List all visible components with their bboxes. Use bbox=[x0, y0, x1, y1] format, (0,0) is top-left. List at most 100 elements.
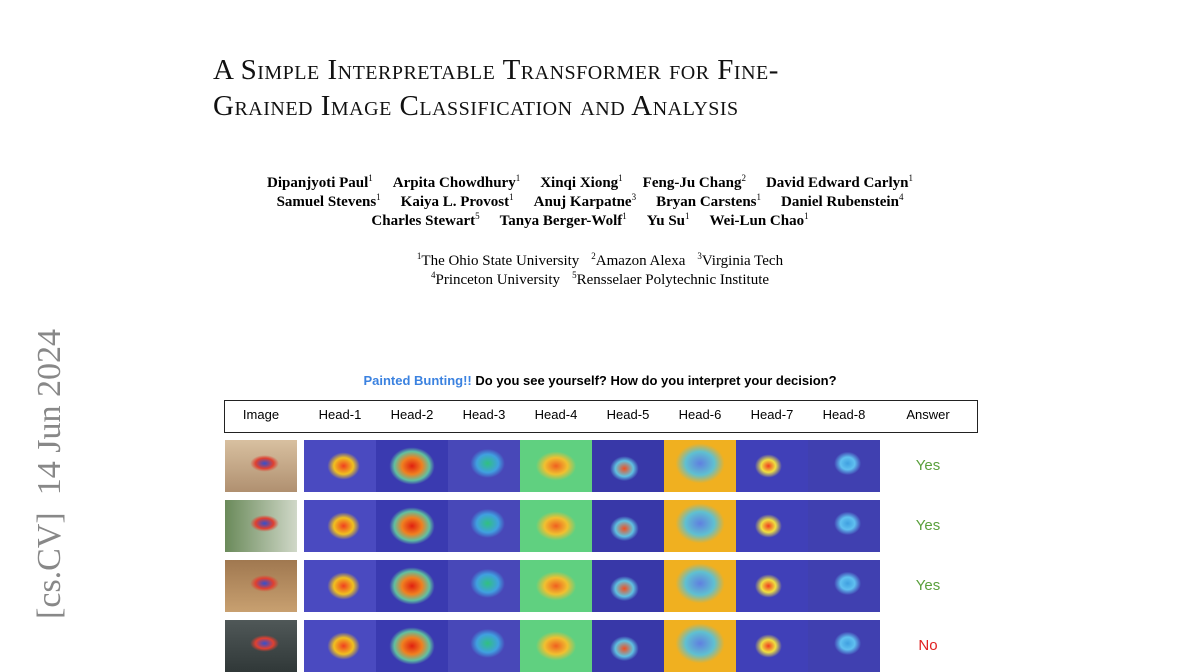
attention-heatmap bbox=[304, 500, 376, 552]
column-header: Head-8 bbox=[822, 407, 866, 422]
attention-heatmap bbox=[520, 440, 592, 492]
arxiv-stamp: [cs.CV] 14 Jun 2024 bbox=[31, 309, 69, 639]
page: [cs.CV] 14 Jun 2024 A Simple Interpretab… bbox=[0, 52, 1200, 672]
author: Yu Su1 bbox=[646, 211, 690, 229]
attention-heatmap bbox=[808, 440, 880, 492]
attention-heatmap bbox=[376, 560, 448, 612]
attention-heatmap bbox=[448, 620, 520, 672]
attention-heatmap bbox=[664, 620, 736, 672]
column-header: Head-3 bbox=[462, 407, 506, 422]
attention-heatmap bbox=[592, 440, 664, 492]
author-name: Samuel Stevens bbox=[276, 194, 377, 210]
column-header: Answer bbox=[906, 407, 950, 422]
affiliation: 3Virginia Tech bbox=[697, 251, 784, 269]
column-header: Image bbox=[242, 407, 280, 422]
attention-heatmap bbox=[808, 620, 880, 672]
author-name: David Edward Carlyn bbox=[765, 175, 909, 191]
attention-heatmap bbox=[376, 440, 448, 492]
title: A Simple Interpretable Transformer for F… bbox=[213, 52, 779, 124]
column-header: Head-6 bbox=[678, 407, 722, 422]
attention-heatmap bbox=[808, 560, 880, 612]
author: Daniel Rubenstein4 bbox=[781, 192, 904, 210]
bird-photo bbox=[225, 620, 297, 672]
attention-heatmap bbox=[664, 500, 736, 552]
attention-heatmap bbox=[592, 500, 664, 552]
attention-heatmap bbox=[664, 560, 736, 612]
arxiv-date: 14 Jun 2024 bbox=[31, 329, 68, 496]
bird-photo bbox=[225, 560, 297, 612]
attention-heatmap bbox=[304, 620, 376, 672]
affiliation-name: Amazon Alexa bbox=[595, 253, 686, 269]
author-affiliation-mark: 1 bbox=[618, 173, 623, 183]
affiliation-name: Virginia Tech bbox=[701, 253, 784, 269]
attention-heatmap bbox=[520, 500, 592, 552]
author-line: Samuel Stevens1 Kaiya L. Provost1 Anuj Kar… bbox=[0, 192, 1180, 211]
author-name: Charles Stewart bbox=[371, 213, 476, 229]
author-affiliation-mark: 1 bbox=[756, 192, 762, 202]
figure-caption: Painted Bunting!! Do you see yourself? H… bbox=[0, 373, 1200, 388]
author: David Edward Carlyn1 bbox=[765, 173, 913, 191]
author-line: Dipanjyoti Paul1 Arpita Chowdhury1 Xinqi X… bbox=[0, 173, 1180, 192]
attention-heatmap bbox=[736, 620, 808, 672]
author-line: Charles Stewart5 Tanya Berger-Wolf1 Yu Su1… bbox=[0, 211, 1180, 230]
author-affiliation-mark: 1 bbox=[908, 173, 913, 183]
attention-heatmap bbox=[736, 440, 808, 492]
author: Dipanjyoti Paul1 bbox=[267, 173, 373, 191]
author-affiliation-mark: 3 bbox=[631, 192, 637, 202]
author-affiliation-mark: 1 bbox=[804, 211, 809, 221]
answer: Yes bbox=[915, 517, 941, 534]
column-header: Head-1 bbox=[318, 407, 362, 422]
attention-heatmap bbox=[520, 620, 592, 672]
author-affiliation-mark: 1 bbox=[376, 192, 381, 202]
attention-heatmap bbox=[304, 560, 376, 612]
attention-heatmap bbox=[448, 560, 520, 612]
author: Arpita Chowdhury1 bbox=[392, 173, 520, 191]
author-name: Xinqi Xiong bbox=[540, 175, 619, 191]
author-affiliation-mark: 1 bbox=[368, 173, 373, 183]
column-header: Head-2 bbox=[390, 407, 434, 422]
author-name: Arpita Chowdhury bbox=[392, 175, 516, 191]
author: Samuel Stevens1 bbox=[276, 192, 381, 210]
author-affiliation-mark: 2 bbox=[741, 173, 746, 183]
attention-heatmap bbox=[376, 500, 448, 552]
affiliation-name: Rensselaer Polytechnic Institute bbox=[576, 272, 770, 288]
attention-heatmap bbox=[448, 500, 520, 552]
author-name: Tanya Berger-Wolf bbox=[499, 213, 623, 229]
caption-highlight: Painted Bunting!! bbox=[363, 373, 472, 388]
author: Tanya Berger-Wolf1 bbox=[499, 211, 627, 229]
attention-heatmap bbox=[592, 560, 664, 612]
author-name: Yu Su bbox=[646, 213, 685, 229]
author-affiliation-mark: 1 bbox=[509, 192, 514, 202]
author: Charles Stewart5 bbox=[371, 211, 479, 229]
affiliation: 5Rensselaer Polytechnic Institute bbox=[572, 270, 770, 288]
title-line: A Simple Interpretable Transformer for F… bbox=[213, 54, 779, 86]
attention-heatmap bbox=[448, 440, 520, 492]
affiliation-mark: 4 bbox=[430, 270, 436, 280]
affiliation-mark: 5 bbox=[572, 270, 577, 280]
author: Kaiya L. Provost1 bbox=[401, 192, 514, 210]
author-name: Bryan Carstens bbox=[656, 194, 757, 210]
author-affiliation-mark: 4 bbox=[898, 192, 904, 202]
answer: Yes bbox=[915, 457, 941, 474]
table-header-box bbox=[224, 400, 978, 433]
affiliation: 1The Ohio State University bbox=[417, 251, 579, 269]
attention-heatmap bbox=[592, 620, 664, 672]
affiliation-line: 4Princeton University 5Rensselaer Polytec… bbox=[0, 270, 1200, 289]
title-line: Grained Image Classification and Analysi… bbox=[213, 90, 739, 122]
author-name: Daniel Rubenstein bbox=[781, 194, 899, 210]
arxiv-category: [cs.CV] bbox=[31, 512, 68, 619]
author: Feng-Ju Chang2 bbox=[643, 173, 746, 191]
bird-photo bbox=[225, 440, 297, 492]
attention-heatmap bbox=[736, 500, 808, 552]
attention-heatmap bbox=[664, 440, 736, 492]
affiliation-mark: 2 bbox=[591, 251, 596, 261]
answer: No bbox=[918, 637, 938, 654]
author-name: Anuj Karpatne bbox=[533, 194, 632, 210]
author-affiliation-mark: 1 bbox=[685, 211, 690, 221]
bird-photo bbox=[225, 500, 297, 552]
column-header: Head-7 bbox=[750, 407, 794, 422]
caption-text: Do you see yourself? How do you interpre… bbox=[475, 373, 837, 388]
affiliation: 2Amazon Alexa bbox=[591, 251, 686, 269]
author-affiliation-mark: 1 bbox=[622, 211, 627, 221]
attention-heatmap bbox=[376, 620, 448, 672]
